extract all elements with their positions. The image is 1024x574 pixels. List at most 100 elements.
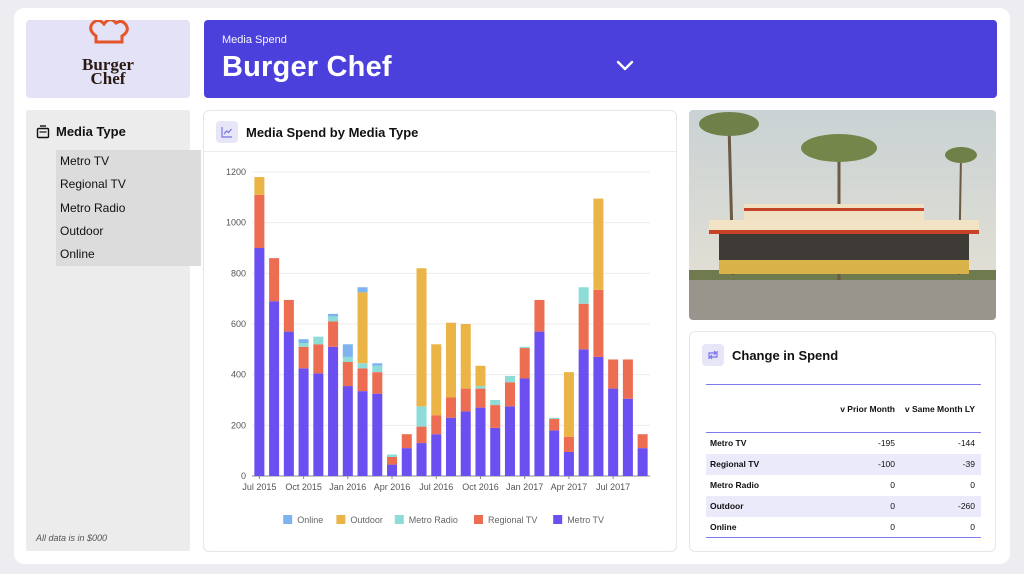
burger-chef-logo: Burger Chef — [82, 18, 134, 88]
bar-segment — [593, 289, 604, 357]
change-in-spend-table: v Prior Month v Same Month LY Metro TV -… — [706, 384, 981, 538]
data-unit-note: All data is in $000 — [36, 533, 108, 543]
media-type-icon — [36, 124, 50, 138]
row-ly: -260 — [901, 495, 981, 517]
bar-segment — [563, 372, 574, 437]
bar-segment — [342, 344, 353, 357]
bar-segment — [328, 313, 339, 317]
bar-segment — [298, 368, 309, 476]
bar-segment — [504, 406, 515, 476]
bar-segment — [578, 349, 589, 476]
y-tick-label: 1000 — [226, 218, 246, 228]
bar-segment — [342, 362, 353, 387]
chevron-down-icon[interactable] — [614, 54, 636, 76]
restaurant-photo — [689, 110, 996, 320]
bar-segment — [431, 415, 442, 435]
table-row: Outdoor 0 -260 — [706, 495, 981, 517]
bar-segment — [269, 258, 280, 302]
y-tick-label: 600 — [231, 319, 246, 329]
bar-segment — [578, 287, 589, 304]
x-tick-label: Jan 2017 — [506, 482, 543, 492]
bar-segment — [490, 427, 501, 476]
table-row: Regional TV -100 -39 — [706, 453, 981, 475]
y-tick-label: 800 — [231, 268, 246, 278]
bar-segment — [504, 382, 515, 407]
logo-tile: Burger Chef — [26, 18, 190, 98]
bar-segment — [637, 448, 648, 476]
bar-segment — [445, 417, 457, 476]
bar-segment — [342, 386, 353, 476]
media-type-item-outdoor[interactable]: Outdoor — [60, 223, 104, 238]
media-type-item-metro-tv[interactable]: Metro TV — [60, 154, 110, 168]
legend-label: Metro Radio — [409, 515, 458, 525]
bar-segment — [416, 406, 427, 427]
legend-label: Regional TV — [488, 515, 537, 525]
page-title: Burger Chef — [222, 51, 392, 83]
line-chart-icon — [216, 121, 238, 143]
bar-segment — [504, 375, 515, 383]
table-row: Online 0 0 — [706, 516, 981, 538]
bar-segment — [578, 303, 589, 350]
row-prior: 0 — [831, 516, 901, 538]
bar-segment — [445, 322, 457, 398]
bar-segment — [372, 365, 383, 373]
bar-segment — [269, 301, 280, 476]
row-prior: 0 — [890, 480, 895, 490]
filter-sidebar: Media Type Metro TV Regional TV Metro Ra… — [26, 110, 201, 551]
bar-segment — [298, 339, 309, 343]
bar-segment — [416, 426, 427, 444]
bar-segment — [622, 398, 633, 476]
bar-segment — [416, 443, 427, 476]
media-type-item-metro-radio[interactable]: Metro Radio — [60, 200, 126, 215]
x-tick-label: Jul 2016 — [419, 482, 453, 492]
bar-segment — [254, 177, 265, 195]
media-type-item-regional-tv[interactable]: Regional TV — [60, 177, 126, 192]
legend-label: Outdoor — [350, 515, 383, 525]
table-header-row: v Prior Month v Same Month LY — [706, 384, 981, 433]
y-tick-label: 400 — [231, 370, 246, 380]
x-tick-label: Apr 2017 — [551, 482, 588, 492]
legend-swatch — [474, 515, 483, 524]
row-prior: 0 — [831, 495, 901, 517]
x-tick-label: Jan 2016 — [329, 482, 366, 492]
legend-swatch — [553, 515, 563, 524]
header-blank — [706, 384, 831, 433]
table-row: Metro Radio 0 0 — [706, 475, 981, 496]
bar-segment — [431, 344, 442, 416]
media-type-item-online[interactable]: Online — [60, 247, 95, 262]
logo-line2: Chef — [91, 69, 126, 88]
bar-segment — [357, 287, 368, 293]
row-prior: -100 — [831, 453, 901, 475]
header-subtitle: Media Spend — [222, 34, 287, 46]
x-tick-label: Jul 2015 — [242, 482, 276, 492]
media-type-list: Metro TV Regional TV Metro Radio Outdoor… — [56, 150, 201, 267]
change-in-spend-card: Change in Spend v Prior Month v Same Mon… — [689, 331, 996, 552]
row-prior: -195 — [877, 438, 895, 449]
bar-segment — [313, 336, 324, 345]
legend-swatch — [336, 515, 346, 524]
bar-segment — [401, 448, 412, 476]
bar-segment — [387, 454, 398, 457]
filter-heading-label: Media Type — [56, 124, 126, 139]
bar-segment — [357, 391, 368, 476]
bar-segment — [431, 434, 442, 476]
row-label: Metro Radio — [710, 480, 760, 490]
legend-label: Online — [297, 515, 323, 525]
bar-segment — [563, 436, 574, 452]
table-card-header: Change in Spend — [702, 344, 838, 366]
bar-segment — [298, 346, 309, 369]
bar-segment — [357, 292, 368, 364]
bar-segment — [372, 372, 383, 394]
bar-segment — [328, 316, 339, 322]
bar-segment — [490, 400, 501, 406]
swap-arrows-icon — [702, 344, 724, 366]
bar-segment — [534, 331, 545, 476]
chart-card-header: Media Spend by Media Type — [216, 121, 418, 143]
bar-segment — [387, 464, 398, 476]
bar-segment — [283, 299, 294, 332]
bar-segment — [445, 397, 457, 418]
bar-segment — [593, 356, 604, 476]
bar-segment — [313, 344, 324, 374]
bar-segment — [401, 434, 412, 449]
bar-segment — [563, 451, 574, 476]
